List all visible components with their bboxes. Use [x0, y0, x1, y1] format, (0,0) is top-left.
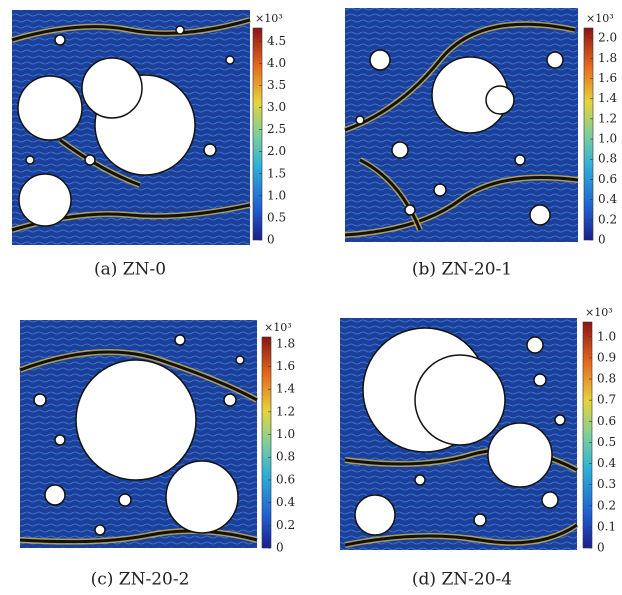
- pore: [119, 494, 131, 506]
- colorbar-tick-label: 0.6: [276, 472, 295, 486]
- pore: [474, 514, 486, 526]
- pore: [486, 86, 514, 114]
- colorbar-tick-label: 0.6: [598, 172, 617, 186]
- colorbar-tick-label: 1.0: [598, 132, 617, 146]
- panel: ×10³ 0 0.2 0.4 0.6 0.8 1.0 1.2 1.4 1.6 1.8 (c) ZN-2…: [20, 320, 295, 590]
- pore: [82, 58, 142, 118]
- colorbar-multiplier: ×10³: [585, 306, 613, 319]
- pore: [530, 205, 550, 225]
- colorbar-tick-label: 1.6: [598, 71, 617, 85]
- colorbar-tick-label: 0.1: [597, 519, 616, 533]
- pore: [95, 525, 105, 535]
- colorbar-tick-label: 0.7: [597, 393, 616, 407]
- pore: [534, 374, 546, 386]
- colorbar-tick-label: 0: [276, 541, 284, 555]
- colorbar-tick-label: 1.5: [267, 166, 286, 180]
- panel: ×10³ 0 0.1 0.2 0.3 0.4 0.5 0.6 0.7 0.8 0.9 1.0 (d) Z…: [340, 306, 616, 590]
- pore: [527, 337, 543, 353]
- colorbar-tick-label: 0.2: [597, 498, 616, 512]
- colorbar-tick-label: 1.0: [267, 188, 286, 202]
- panel: ×10³ 0 0.5 1.0 1.5 2.0 2.5 3.0 3.5 4.0 4.5 (a) ZN-0: [12, 10, 286, 280]
- pore: [356, 116, 364, 124]
- colorbar-tick-label: 1.8: [598, 51, 617, 65]
- pore: [405, 205, 415, 215]
- colorbar-tick-label: 3.0: [267, 100, 286, 114]
- colorbar-tick-label: 0.2: [276, 518, 295, 532]
- colorbar-tick-label: 1.2: [276, 404, 295, 418]
- colorbar-tick-label: 1.4: [276, 382, 295, 396]
- colorbar-tick-label: 2.5: [267, 122, 286, 136]
- colorbar: [262, 337, 271, 548]
- colorbar-multiplier: ×10³: [264, 321, 292, 334]
- pore: [355, 495, 395, 535]
- colorbar-tick-label: 0.5: [597, 435, 616, 449]
- colorbar-tick-label: 1.2: [598, 111, 617, 125]
- pore: [415, 355, 505, 445]
- colorbar-tick-label: 0.4: [597, 456, 616, 470]
- pore: [542, 492, 558, 508]
- colorbar-tick-label: 4.0: [267, 56, 286, 70]
- pore: [547, 52, 563, 68]
- colorbar-tick-label: 0.2: [598, 212, 617, 226]
- colorbar-tick-label: 4.5: [267, 34, 286, 48]
- pore: [55, 435, 65, 445]
- colorbar-tick-label: 0: [267, 233, 275, 247]
- colorbar-tick-label: 1.6: [276, 359, 295, 373]
- colorbar-tick-label: 2.0: [267, 144, 286, 158]
- colorbar-tick-label: 0.4: [598, 192, 617, 206]
- colorbar-tick-label: 0.4: [276, 495, 295, 509]
- pore: [415, 475, 425, 485]
- panel: ×10³ 0 0.2 0.4 0.6 0.8 1.0 1.2 1.4 1.6 1.8 2.0 (b) Z…: [345, 8, 617, 280]
- colorbar: [253, 28, 262, 240]
- panel-caption: (d) ZN-20-4: [412, 570, 512, 590]
- pore: [76, 360, 196, 480]
- pore: [45, 485, 65, 505]
- colorbar-tick-label: 0.6: [597, 414, 616, 428]
- pore: [18, 76, 82, 140]
- pore: [34, 394, 46, 406]
- pore: [224, 394, 236, 406]
- colorbar-tick-label: 0.9: [597, 350, 616, 364]
- colorbar-tick-label: 1.0: [597, 329, 616, 343]
- pore: [166, 461, 238, 533]
- panel-caption: (a) ZN-0: [94, 260, 166, 280]
- panel-caption: (c) ZN-20-2: [91, 570, 190, 590]
- pore: [204, 144, 216, 156]
- colorbar-tick-label: 0: [598, 233, 606, 247]
- pore: [555, 415, 565, 425]
- colorbar-multiplier: ×10³: [255, 12, 283, 25]
- pore: [488, 423, 552, 487]
- colorbar-tick-label: 0.5: [267, 210, 286, 224]
- figure: ×10³ 0 0.5 1.0 1.5 2.0 2.5 3.0 3.5 4.0 4.5 (a) ZN-0…: [0, 0, 622, 595]
- pore: [370, 50, 390, 70]
- pore: [55, 35, 65, 45]
- colorbar-tick-label: 1.0: [276, 427, 295, 441]
- pore: [392, 142, 408, 158]
- colorbar-multiplier: ×10³: [586, 12, 614, 25]
- colorbar-tick-label: 0.8: [276, 450, 295, 464]
- colorbar-tick-label: 0.8: [598, 152, 617, 166]
- pore: [85, 155, 95, 165]
- colorbar: [583, 322, 592, 548]
- panel-caption: (b) ZN-20-1: [412, 260, 512, 280]
- colorbar-tick-label: 2.0: [598, 31, 617, 45]
- pore: [19, 174, 71, 226]
- pore: [226, 56, 234, 64]
- pore: [236, 356, 244, 364]
- pore: [176, 26, 184, 34]
- colorbar: [584, 28, 593, 240]
- pore: [26, 156, 34, 164]
- colorbar-tick-label: 0.3: [597, 477, 616, 491]
- page: {"panels": [ {"caption": "(a) ZN-0", "co…: [0, 0, 622, 595]
- colorbar-tick-label: 0.8: [597, 372, 616, 386]
- pore: [515, 155, 525, 165]
- colorbar-tick-label: 1.8: [276, 336, 295, 350]
- colorbar-tick-label: 0: [597, 541, 605, 555]
- colorbar-tick-label: 1.4: [598, 91, 617, 105]
- colorbar-tick-label: 3.5: [267, 78, 286, 92]
- pore: [434, 184, 446, 196]
- pore: [175, 335, 185, 345]
